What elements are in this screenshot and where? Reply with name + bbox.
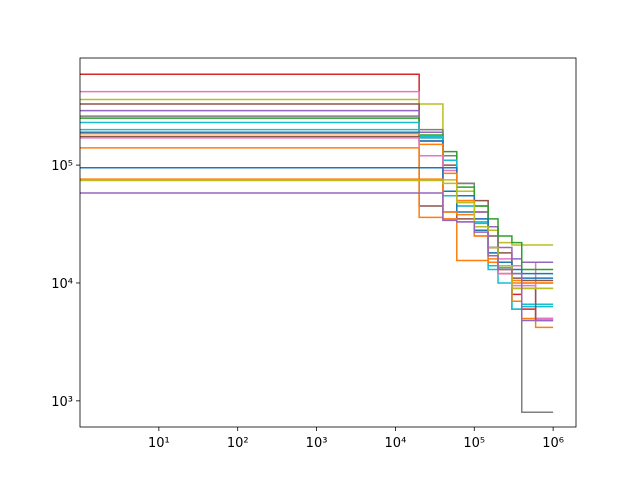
step-line: [80, 192, 554, 322]
step-line: [80, 90, 554, 320]
step-line: [80, 178, 554, 284]
y-tick-label: 10⁵: [51, 159, 73, 174]
step-line: [80, 121, 554, 310]
plot-lines: [80, 73, 554, 414]
step-line: [80, 147, 554, 284]
x-tick-label: 10⁴: [385, 436, 407, 451]
step-line: [80, 135, 554, 322]
step-line: [80, 179, 554, 290]
step-line: [80, 166, 554, 275]
y-tick-label: 10⁴: [51, 277, 73, 292]
x-tick-label: 10⁶: [542, 436, 564, 451]
y-tick-label: 10³: [51, 395, 73, 410]
x-tick-label: 10³: [306, 436, 328, 451]
axes-frame: [79, 57, 577, 428]
step-line: [80, 131, 554, 279]
step-line: [80, 103, 554, 282]
step-line: [80, 137, 554, 290]
step-line: [80, 115, 554, 414]
x-tick-label: 10²: [227, 436, 249, 451]
x-tick-label: 10¹: [148, 436, 170, 451]
step-line: [80, 117, 554, 271]
x-tick-label: 10⁵: [463, 436, 485, 451]
